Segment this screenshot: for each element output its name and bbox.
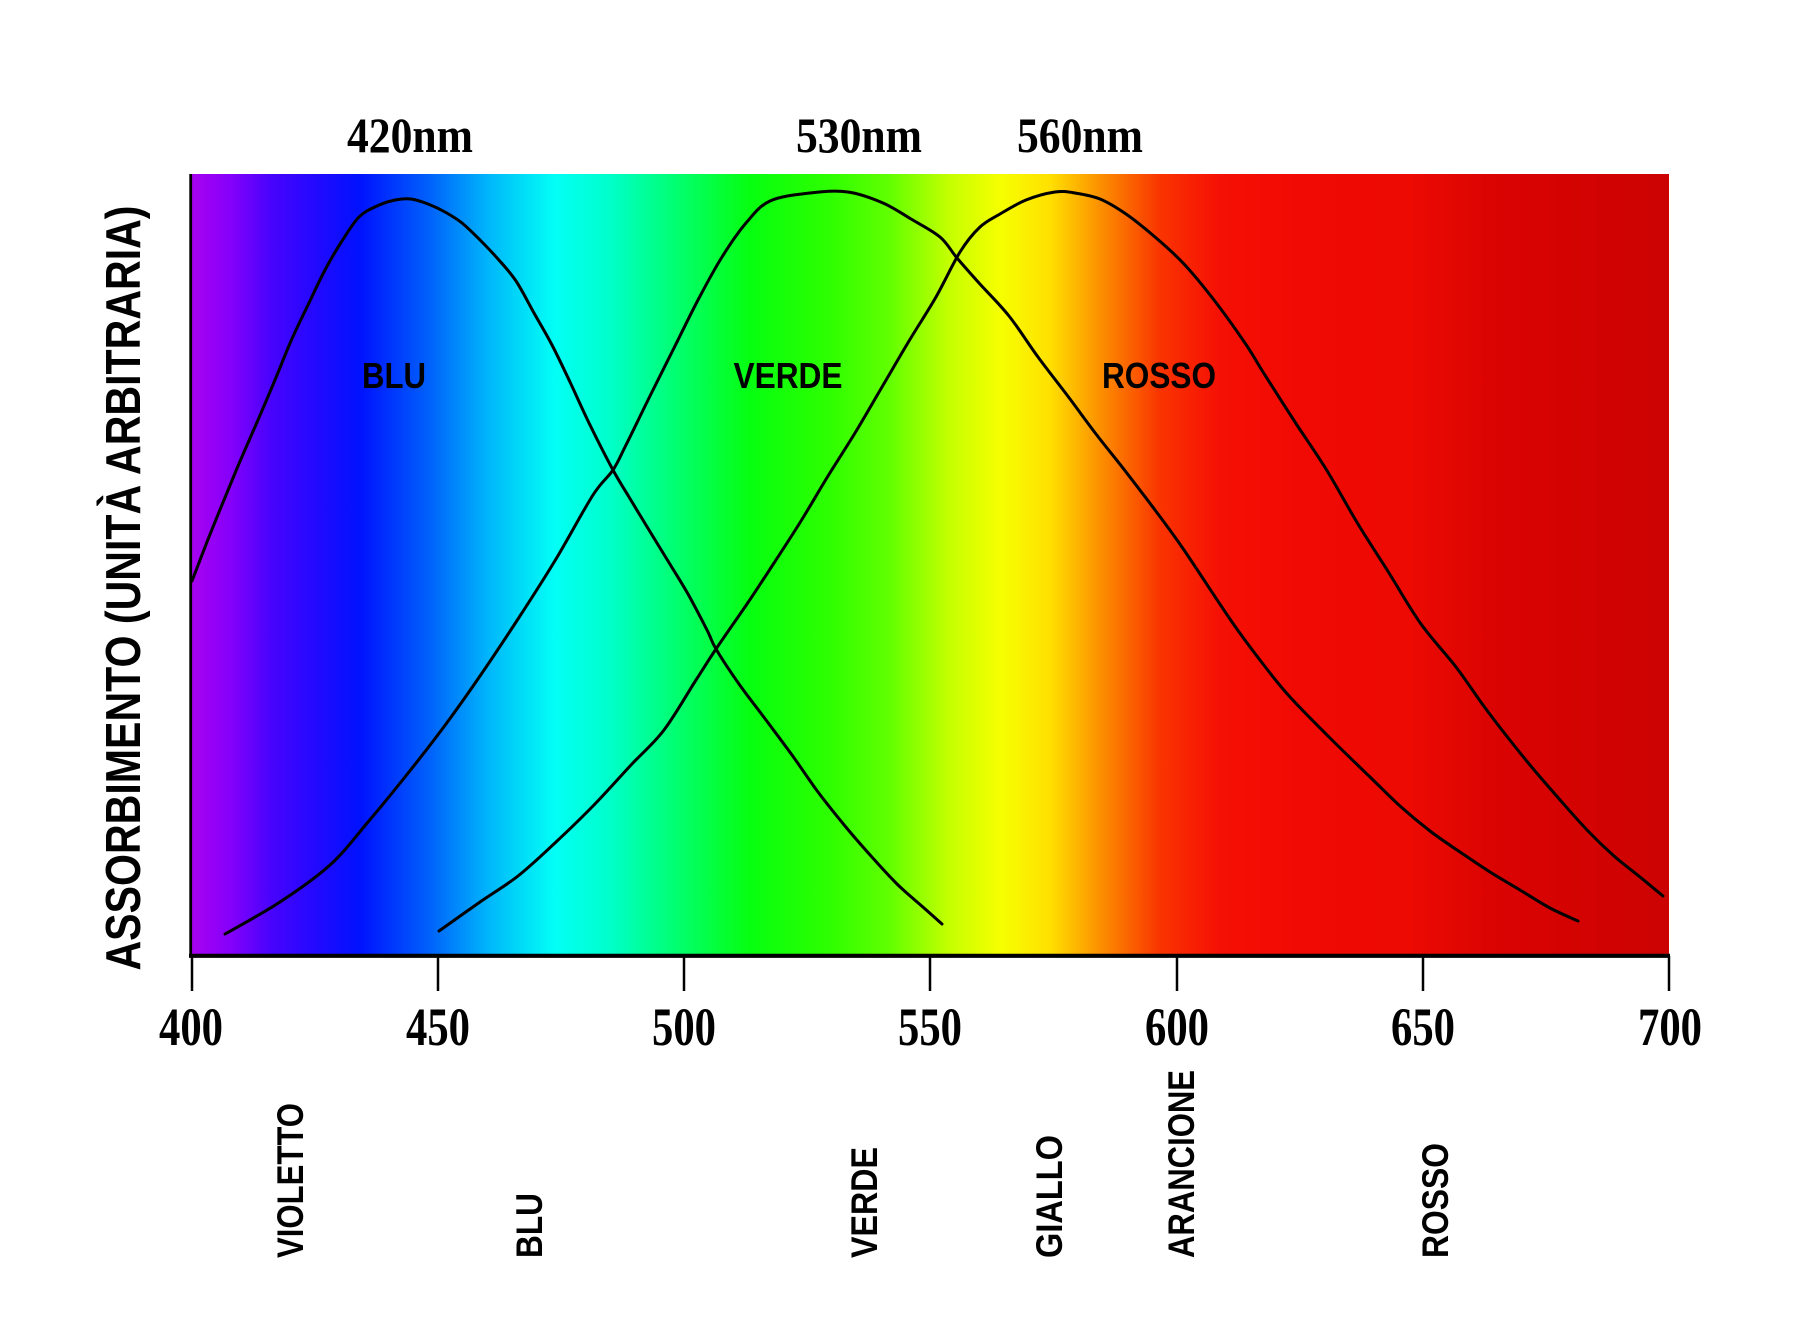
svg-text:650: 650: [1391, 997, 1455, 1057]
svg-text:VERDE: VERDE: [844, 1147, 885, 1258]
svg-text:ROSSO: ROSSO: [1415, 1143, 1456, 1258]
svg-text:550: 550: [898, 997, 962, 1057]
svg-text:VIOLETTO: VIOLETTO: [270, 1103, 311, 1258]
svg-text:ARANCIONE: ARANCIONE: [1161, 1070, 1202, 1258]
svg-text:400: 400: [159, 997, 223, 1057]
svg-text:600: 600: [1145, 997, 1209, 1057]
svg-text:GIALLO: GIALLO: [1029, 1135, 1070, 1258]
svg-text:530nm: 530nm: [796, 107, 922, 163]
svg-text:VERDE: VERDE: [734, 355, 843, 396]
svg-text:420nm: 420nm: [347, 107, 473, 163]
svg-text:450: 450: [406, 997, 470, 1057]
svg-text:BLU: BLU: [362, 355, 426, 396]
svg-text:560nm: 560nm: [1017, 107, 1143, 163]
svg-text:500: 500: [652, 997, 716, 1057]
svg-text:BLU: BLU: [509, 1193, 550, 1258]
svg-text:ROSSO: ROSSO: [1102, 355, 1216, 396]
svg-text:ASSORBIMENTO (UNITÀ ARBITRARIA: ASSORBIMENTO (UNITÀ ARBITRARIA): [97, 206, 151, 971]
svg-text:700: 700: [1638, 997, 1702, 1057]
